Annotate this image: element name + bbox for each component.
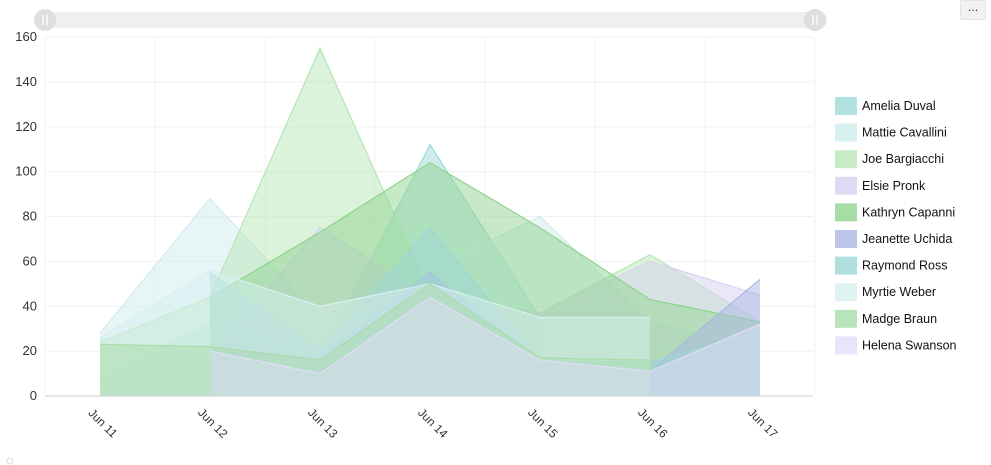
legend-label: Joe Bargiacchi bbox=[862, 152, 944, 166]
range-handle-left[interactable] bbox=[34, 9, 56, 31]
series-line bbox=[99, 269, 650, 339]
legend-item[interactable]: Jeanette Uchida bbox=[835, 230, 952, 248]
series-helena-swanson bbox=[209, 296, 761, 396]
legend-swatch bbox=[835, 283, 857, 302]
corner-dot bbox=[6, 457, 14, 465]
y-tick-label: 40 bbox=[23, 298, 37, 313]
y-tick-label: 20 bbox=[23, 343, 37, 358]
legend-label: Helena Swanson bbox=[862, 338, 957, 352]
legend-item[interactable]: Amelia Duval bbox=[835, 97, 936, 115]
legend-label: Madge Braun bbox=[862, 312, 937, 326]
range-handle-right[interactable] bbox=[804, 9, 826, 31]
y-tick-label: 140 bbox=[15, 74, 37, 89]
x-tick-label: Jun 14 bbox=[415, 405, 451, 441]
legend-item[interactable]: Madge Braun bbox=[835, 309, 937, 328]
x-tick-label: Jun 16 bbox=[635, 405, 671, 441]
legend-label: Raymond Ross bbox=[862, 259, 947, 273]
legend-swatch bbox=[835, 336, 857, 355]
legend-item[interactable]: Raymond Ross bbox=[835, 256, 947, 275]
y-tick-label: 80 bbox=[23, 209, 37, 224]
legend-swatch bbox=[835, 230, 857, 248]
range-selector[interactable] bbox=[34, 9, 827, 31]
legend-item[interactable]: Myrtie Weber bbox=[835, 283, 936, 302]
x-tick-label: Jun 15 bbox=[525, 405, 561, 441]
legend-label: Myrtie Weber bbox=[862, 285, 936, 299]
legend-item[interactable]: Kathryn Capanni bbox=[835, 203, 955, 222]
series-line bbox=[209, 296, 761, 375]
y-tick-label: 60 bbox=[23, 253, 37, 268]
x-tick-label: Jun 12 bbox=[195, 405, 231, 441]
legend: Amelia Duval Mattie Cavallini Joe Bargiacc… bbox=[835, 97, 957, 355]
y-tick-label: 100 bbox=[15, 164, 37, 179]
legend-label: Mattie Cavallini bbox=[862, 126, 947, 140]
legend-swatch bbox=[835, 176, 857, 195]
legend-item[interactable]: Helena Swanson bbox=[835, 336, 957, 355]
series-area bbox=[210, 297, 760, 396]
series-layer bbox=[99, 46, 761, 396]
x-tick-label: Jun 17 bbox=[745, 405, 781, 441]
legend-swatch bbox=[835, 150, 857, 169]
legend-item[interactable]: Joe Bargiacchi bbox=[835, 150, 944, 169]
legend-item[interactable]: Mattie Cavallini bbox=[835, 123, 947, 142]
y-tick-label: 160 bbox=[15, 29, 37, 44]
x-tick-label: Jun 11 bbox=[85, 406, 120, 441]
legend-label: Elsie Pronk bbox=[862, 179, 926, 193]
x-tick-label: Jun 13 bbox=[305, 405, 341, 441]
legend-label: Kathryn Capanni bbox=[862, 205, 955, 219]
y-tick-label: 120 bbox=[15, 119, 37, 134]
legend-swatch bbox=[835, 123, 857, 142]
legend-item[interactable]: Elsie Pronk bbox=[835, 176, 926, 195]
legend-swatch bbox=[835, 97, 857, 115]
legend-swatch bbox=[835, 309, 857, 328]
series-line bbox=[99, 283, 651, 361]
y-tick-label: 0 bbox=[30, 388, 37, 403]
legend-label: Amelia Duval bbox=[862, 99, 936, 113]
series-line bbox=[209, 161, 761, 323]
chart-menu-button[interactable]: ... bbox=[960, 0, 986, 20]
legend-label: Jeanette Uchida bbox=[862, 232, 952, 246]
legend-swatch bbox=[835, 256, 857, 275]
range-track[interactable] bbox=[35, 12, 827, 28]
legend-swatch bbox=[835, 203, 857, 222]
